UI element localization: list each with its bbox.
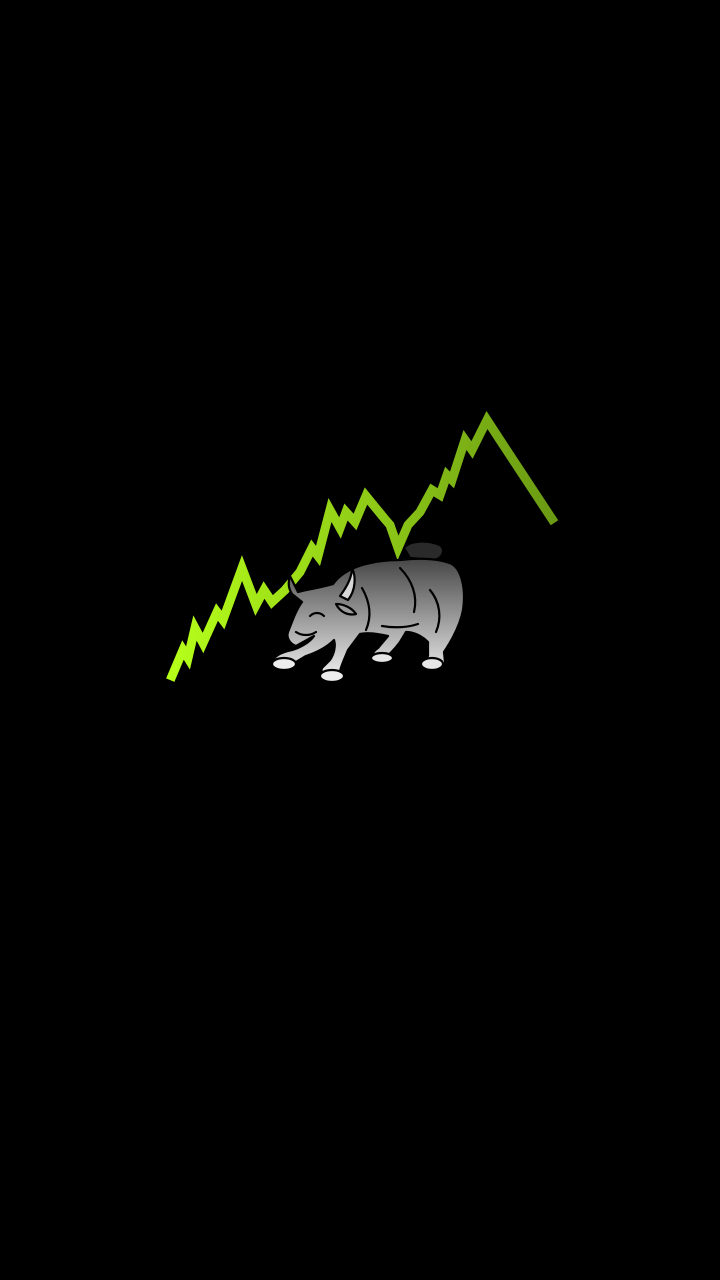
bull-hoof-front-right: [318, 668, 346, 684]
bull-shoulder-line: [360, 586, 371, 632]
bull-belly-line: [380, 622, 420, 629]
bull-icon: [270, 540, 466, 684]
bull-tail: [402, 540, 445, 562]
bull-hoof-back-left: [369, 651, 395, 665]
bull-horn: [338, 566, 356, 602]
bull-body: [270, 557, 466, 678]
bull-hoof-back-right: [419, 656, 445, 672]
bull-back-line: [398, 566, 417, 614]
bull-mouth: [294, 630, 318, 637]
bull-flank-line: [428, 588, 441, 634]
bull-ear: [334, 602, 358, 616]
bull-eye: [308, 611, 326, 618]
bull-hoof-front-left: [270, 656, 298, 672]
trend-line: [166, 410, 559, 682]
